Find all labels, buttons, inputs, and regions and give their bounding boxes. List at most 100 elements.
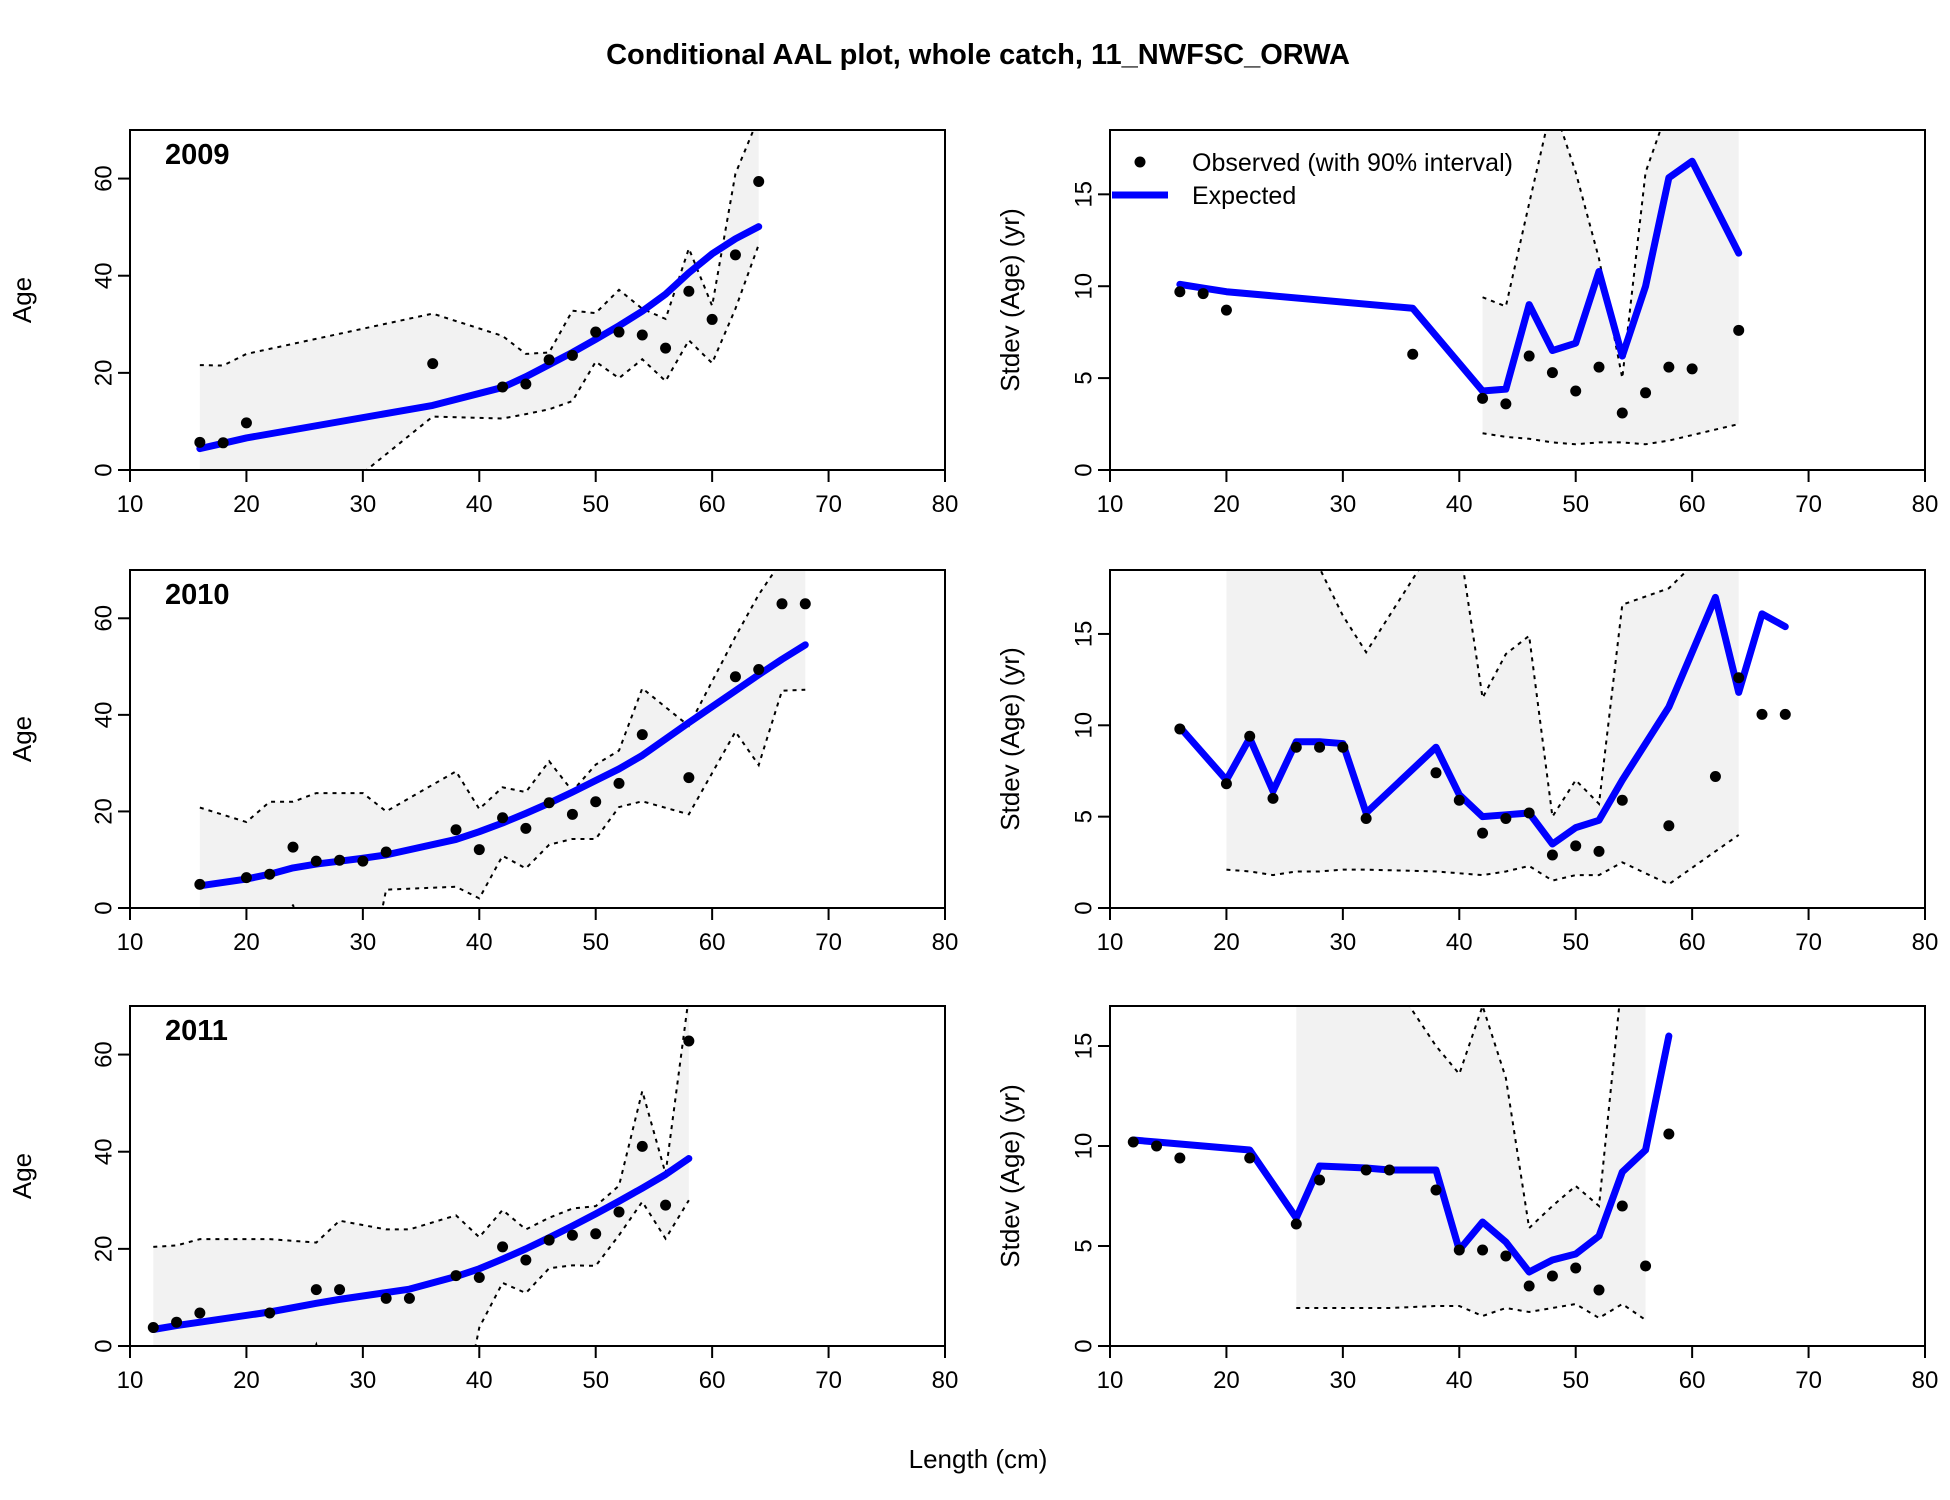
observed-point <box>520 822 532 834</box>
observed-point <box>543 797 555 809</box>
y-tick-label: 20 <box>91 1236 118 1263</box>
observed-point <box>1383 1164 1395 1176</box>
observed-point <box>590 326 602 338</box>
observed-point <box>590 796 602 808</box>
observed-point <box>1616 794 1628 806</box>
y-tick-label: 20 <box>91 360 118 387</box>
y-tick-label: 5 <box>1071 371 1098 384</box>
x-tick-label: 70 <box>1795 1367 1822 1394</box>
observed-point <box>1244 1152 1256 1164</box>
x-tick-label: 20 <box>1213 929 1240 956</box>
observed-point <box>1616 407 1628 419</box>
x-tick-label: 10 <box>117 1367 144 1394</box>
observed-point <box>1477 1244 1489 1256</box>
x-axis: 10 20 30 40 50 60 70 80 <box>117 469 958 518</box>
observed-point <box>660 342 672 354</box>
x-tick-label: 70 <box>815 1367 842 1394</box>
interval-lower-line <box>291 688 806 908</box>
observed-point <box>194 436 206 448</box>
observed-point <box>613 326 625 338</box>
panel-age-2010: 10 20 30 40 50 60 70 80 0 20 40 60 Age 2010 <box>7 569 958 956</box>
observed-point <box>566 1229 578 1241</box>
observed-point <box>380 846 392 858</box>
expected-line <box>196 641 809 890</box>
x-tick-label: 40 <box>466 491 493 518</box>
observed-point <box>613 1206 625 1218</box>
observed-point <box>520 378 532 390</box>
panel-age-2009: 10 20 30 40 50 60 70 80 0 20 40 60 Age 2009 <box>7 129 958 518</box>
x-tick-label: 40 <box>466 929 493 956</box>
observed-point <box>1733 324 1745 336</box>
observed-point <box>729 671 741 683</box>
observed-point <box>1640 387 1652 399</box>
x-tick-label: 30 <box>350 491 377 518</box>
x-tick-label: 80 <box>1912 1367 1939 1394</box>
y-axis-label: Stdev (Age) (yr) <box>995 1084 1025 1268</box>
y-tick-label: 0 <box>1071 901 1098 914</box>
x-tick-label: 30 <box>1330 1367 1357 1394</box>
x-tick-label: 80 <box>1912 929 1939 956</box>
observed-point <box>1709 770 1721 782</box>
observed-point <box>1686 363 1698 375</box>
x-tick-label: 40 <box>1446 929 1473 956</box>
y-tick-label: 40 <box>91 1138 118 1165</box>
x-tick-label: 30 <box>350 929 377 956</box>
observed-point <box>217 437 229 449</box>
x-tick-label: 80 <box>1912 491 1939 518</box>
x-tick-label: 80 <box>932 1367 959 1394</box>
observed-point <box>1407 348 1419 360</box>
observed-point <box>799 598 811 610</box>
interval-lower-line <box>1226 834 1740 886</box>
observed-point <box>566 349 578 361</box>
observed-point <box>636 329 648 341</box>
y-tick-label: 0 <box>1071 463 1098 476</box>
observed-point <box>1220 778 1232 790</box>
plot-area <box>1129 1006 1673 1321</box>
x-tick-label: 10 <box>1097 929 1124 956</box>
observed-point <box>660 1199 672 1211</box>
observed-point <box>497 812 509 824</box>
year-label: 2011 <box>165 1015 228 1047</box>
y-axis-label: Age <box>7 1153 37 1199</box>
y-tick-label: 10 <box>1071 273 1098 300</box>
panel-age-2011: 10 20 30 40 50 60 70 80 0 20 40 60 Age 2011 <box>7 1005 959 1394</box>
legend: Observed (with 90% interval) Expected <box>1112 149 1513 210</box>
y-tick-label: 0 <box>91 463 118 476</box>
y-axis-label: Age <box>7 277 37 323</box>
observed-point <box>1360 1164 1372 1176</box>
y-tick-label: 40 <box>91 702 118 729</box>
x-tick-label: 10 <box>117 929 144 956</box>
y-axis-label: Stdev (Age) (yr) <box>995 647 1025 831</box>
x-tick-label: 50 <box>1562 1367 1589 1394</box>
plot-area <box>1176 570 1789 886</box>
observed-point <box>473 844 485 856</box>
observed-point <box>1430 767 1442 779</box>
panel-stdev-2011: 10 20 30 40 50 60 70 80 0 5 10 15 Stdev (Age) (yr) <box>995 1005 1939 1394</box>
interval-band <box>199 570 806 908</box>
interval-band <box>1296 1006 1646 1320</box>
observed-point <box>1500 398 1512 410</box>
interval-upper-line <box>153 1006 689 1248</box>
observed-point <box>683 772 695 784</box>
observed-point <box>497 1241 509 1253</box>
observed-point <box>1197 288 1209 300</box>
y-axis: 0 20 40 60 <box>91 1041 131 1353</box>
expected-line <box>196 223 763 453</box>
observed-point <box>1337 741 1349 753</box>
x-tick-label: 10 <box>1097 1367 1124 1394</box>
observed-point <box>240 872 252 884</box>
y-tick-label: 0 <box>91 901 118 914</box>
legend-observed-marker <box>1134 156 1146 168</box>
observed-point <box>1663 1128 1675 1140</box>
observed-point <box>1220 304 1232 316</box>
observed-point <box>1593 845 1605 857</box>
y-tick-label: 60 <box>91 605 118 632</box>
y-tick-label: 60 <box>91 165 118 192</box>
x-tick-label: 20 <box>233 1367 260 1394</box>
x-axis-label: Length (cm) <box>909 1444 1048 1474</box>
observed-point <box>1267 792 1279 804</box>
y-axis: 0 5 10 15 <box>1071 1033 1111 1353</box>
interval-band <box>153 1006 689 1346</box>
y-tick-label: 5 <box>1071 810 1098 823</box>
observed-point <box>636 729 648 741</box>
